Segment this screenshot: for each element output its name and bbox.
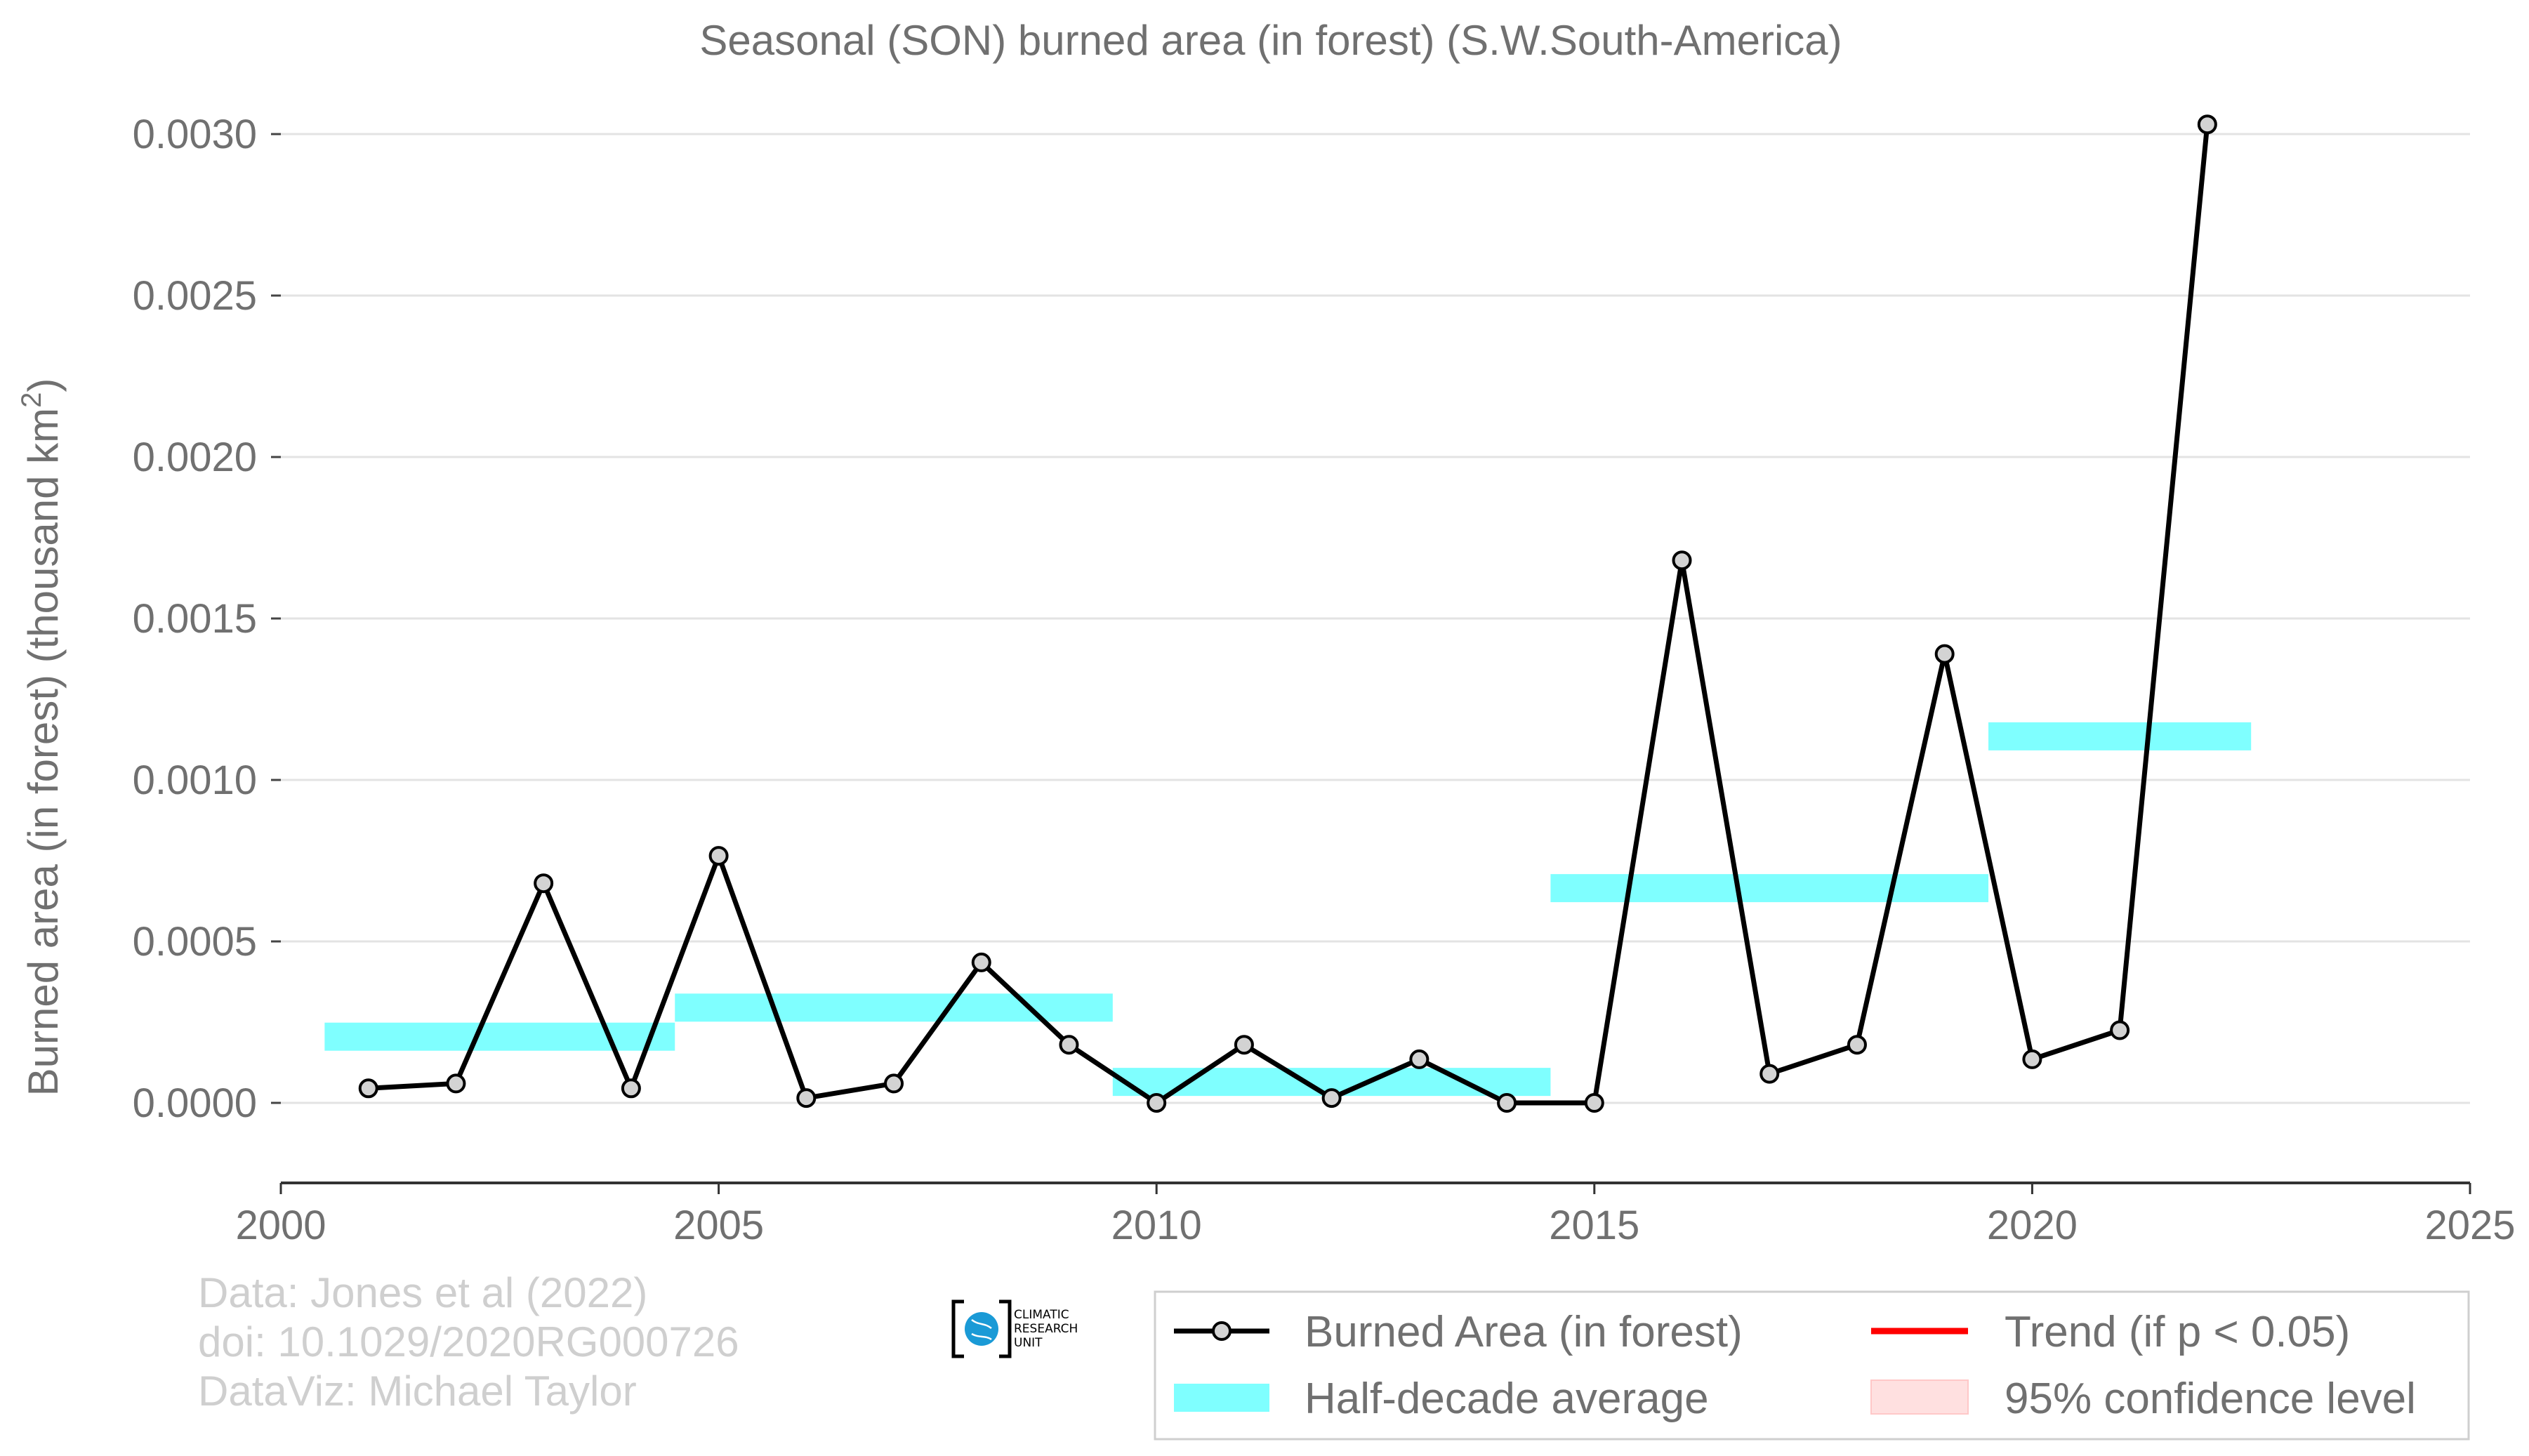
legend-label-half-decade: Half-decade average [1305,1375,1709,1423]
data-point [1059,1035,1079,1055]
globe-icon [965,1312,998,1346]
logo-text-line3: UNIT [1014,1336,1043,1350]
data-point [358,1078,378,1099]
globe-lines-icon [971,1318,992,1341]
data-point [1409,1049,1429,1069]
x-tick-label: 2020 [1987,1203,2078,1248]
half-decade-average-bar [1550,874,1989,903]
data-point [446,1073,466,1094]
x-tick-label: 2010 [1111,1203,1202,1248]
y-axis-label-end: ) [20,378,67,392]
credit-dataviz: DataViz: Michael Taylor [198,1368,637,1415]
data-point [884,1073,904,1094]
data-point [708,846,729,866]
series-burned-area [358,114,2217,1113]
y-axis-label: Burned area (in forest) (thousand km2) [16,378,67,1097]
cru-logo: CLIMATIC RESEARCH UNIT [951,1299,1078,1358]
y-tick-label: 0.0010 [133,757,257,803]
data-point [971,952,991,972]
legend: Burned Area (in forest) Trend (if p < 0.… [1154,1290,2470,1441]
legend-entry-trend: Trend (if p < 0.05) [1871,1308,2350,1356]
half-decade-average-bar [675,993,1113,1022]
grid-lines [281,133,2470,1104]
data-point [1934,644,1955,664]
x-tick-label: 2000 [235,1203,326,1248]
half-decade-average-bar [1988,722,2252,750]
credit-doi: doi: 10.1029/2020RG000726 [198,1318,739,1365]
data-point [1147,1093,1167,1113]
half-decade-average-bars [324,722,2252,1097]
y-tick-label: 0.0005 [133,919,257,965]
y-tick-label: 0.0015 [133,596,257,642]
logo-right-bracket [999,1299,1012,1358]
legend-entry-confidence: 95% confidence level [1870,1375,2416,1423]
legend-label-burned-area: Burned Area (in forest) [1305,1308,1743,1356]
legend-label-confidence: 95% confidence level [2005,1375,2416,1423]
chart-title: Seasonal (SON) burned area (in forest) (… [699,17,1842,64]
y-axis: 0.0000 0.0005 0.0010 0.0015 0.0020 0.0025 0.00… [133,112,281,1126]
y-tick-label: 0.0000 [133,1080,257,1126]
logo-text-line2: RESEARCH [1014,1322,1078,1336]
y-tick-label: 0.0025 [133,273,257,319]
legend-entry-burned-area: Burned Area (in forest) [1174,1308,1743,1356]
legend-label-trend: Trend (if p < 0.05) [2005,1308,2350,1356]
x-axis: 2000 2005 2010 2015 2020 2025 [235,1182,2516,1248]
data-point [2197,114,2217,135]
logo-left-bracket [951,1299,964,1358]
logo-text-line1: CLIMATIC [1014,1308,1069,1322]
legend-confidence-swatch [1870,1379,1969,1415]
data-point [1672,550,1692,571]
data-point [2022,1049,2042,1069]
x-tick-label: 2005 [673,1203,764,1248]
legend-band-swatch [1174,1384,1269,1412]
data-point [796,1088,817,1108]
data-point [1584,1093,1604,1113]
x-tick-label: 2025 [2424,1203,2515,1248]
data-point [534,873,554,894]
half-decade-average-bar [324,1022,675,1051]
legend-box [1154,1290,2470,1441]
data-credits: Data: Jones et al (2022) doi: 10.1029/20… [198,1269,739,1415]
data-point [621,1078,641,1099]
data-point [1321,1088,1342,1108]
data-point [1847,1035,1867,1055]
y-axis-label-superscript: 2 [16,392,47,408]
legend-marker-swatch [1212,1321,1232,1341]
data-point [1759,1064,1780,1084]
legend-entry-half-decade: Half-decade average [1174,1375,1709,1423]
y-tick-label: 0.0030 [133,112,257,157]
data-point [1497,1093,1517,1113]
credit-data-source: Data: Jones et al (2022) [198,1269,647,1316]
x-tick-label: 2015 [1549,1203,1639,1248]
y-tick-label: 0.0020 [133,435,257,480]
data-point [2110,1020,2130,1040]
y-axis-label-text: Burned area (in forest) (thousand km [20,408,67,1096]
series-line [368,124,2210,1106]
data-point [1234,1035,1254,1055]
